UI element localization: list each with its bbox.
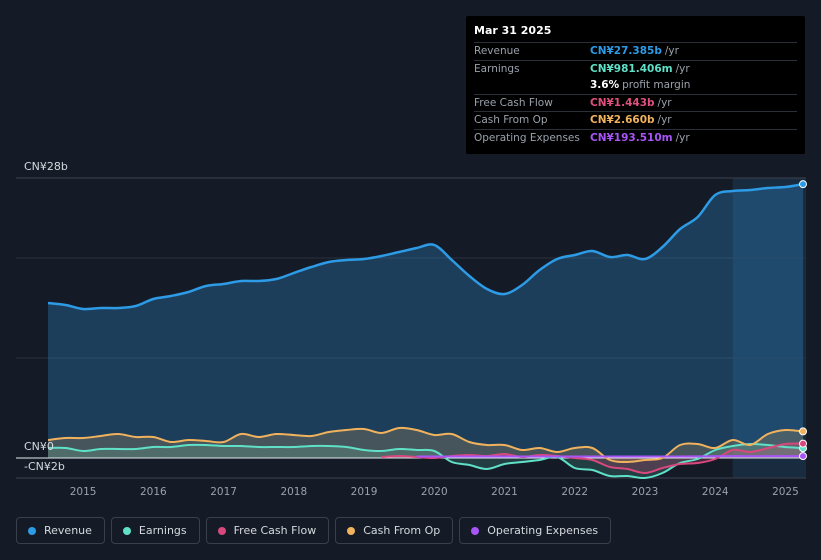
legend-label: Earnings — [138, 524, 187, 537]
y-label-bottom: -CN¥2b — [24, 460, 65, 473]
tooltip-row-value: CN¥981.406m — [590, 62, 673, 75]
tooltip-panel: Mar 31 2025 Revenue CN¥27.385b/yr Earnings… — [466, 16, 805, 154]
x-tick-label: 2021 — [491, 486, 518, 498]
y-label-zero: CN¥0 — [24, 440, 54, 453]
revenue-line — [47, 182, 804, 311]
tooltip-row-value: CN¥27.385b — [590, 45, 662, 58]
legend-dot-icon — [347, 526, 356, 535]
x-tick-label: 2017 — [210, 486, 237, 498]
y-label-top: CN¥28b — [24, 160, 68, 173]
tooltip-row: Cash From Op CN¥2.660b/yr — [474, 111, 797, 129]
tooltip-row-unit: /yr — [657, 114, 672, 127]
legend-label: Cash From Op — [363, 524, 441, 537]
tooltip-row-unit: profit margin — [622, 79, 691, 92]
tooltip-row-value: 3.6% — [590, 79, 620, 92]
legend-item-revenue[interactable]: Revenue — [16, 517, 105, 544]
legend-label: Operating Expenses — [487, 524, 599, 537]
tooltip-row: Operating Expenses CN¥193.510m/yr — [474, 128, 797, 147]
tooltip-row-value: CN¥193.510m — [590, 131, 673, 144]
tooltip-row-unit: /yr — [675, 62, 690, 75]
free-cash-flow-end-point — [799, 439, 807, 448]
revenue-end-point — [799, 180, 807, 189]
x-tick-label: 2020 — [421, 486, 448, 498]
x-tick-label: 2019 — [351, 486, 378, 498]
legend-dot-icon — [471, 526, 480, 535]
tooltip-row: Earnings CN¥981.406m/yr — [474, 59, 797, 78]
x-tick-label: 2023 — [632, 486, 659, 498]
tooltip-row: Revenue CN¥27.385b/yr — [474, 42, 797, 60]
legend-label: Free Cash Flow — [233, 524, 317, 537]
x-tick-label: 2025 — [772, 486, 799, 498]
tooltip-row-label: Cash From Op — [474, 114, 548, 127]
cash-from-op-line — [47, 426, 804, 464]
x-tick-label: 2022 — [561, 486, 588, 498]
tooltip-row-label: Operating Expenses — [474, 131, 580, 144]
operating-expenses-end-point — [799, 452, 807, 461]
tooltip-row-unit: /yr — [657, 96, 672, 109]
tooltip-row-label: Free Cash Flow — [474, 96, 553, 109]
tooltip-row-unit: /yr — [675, 131, 690, 144]
tooltip-date: Mar 31 2025 — [474, 24, 552, 37]
legend: Revenue Earnings Free Cash Flow Cash From O… — [16, 517, 612, 544]
x-tick-label: 2015 — [70, 486, 97, 498]
x-tick-label: 2018 — [280, 486, 307, 498]
tooltip-row-unit: /yr — [664, 45, 679, 58]
tooltip-row-label: Revenue — [474, 45, 520, 58]
legend-item-earnings[interactable]: Earnings — [110, 517, 200, 544]
legend-label: Revenue — [44, 524, 92, 537]
revenue-area — [48, 184, 803, 458]
tooltip-row: Free Cash Flow CN¥1.443b/yr — [474, 93, 797, 112]
cash-from-op-end-point — [799, 427, 807, 436]
tooltip-row: 3.6% profit margin — [474, 77, 797, 94]
legend-item-operating-expenses[interactable]: Operating Expenses — [459, 517, 612, 544]
tooltip-row-value: CN¥1.443b — [590, 96, 655, 109]
x-tick-label: 2024 — [702, 486, 729, 498]
tooltip-row-value: CN¥2.660b — [590, 114, 655, 127]
earnings-area — [48, 443, 803, 479]
legend-dot-icon — [217, 526, 226, 535]
legend-item-free-cash-flow[interactable]: Free Cash Flow — [205, 517, 330, 544]
future-highlight — [732, 178, 806, 478]
legend-item-cash-from-op[interactable]: Cash From Op — [335, 517, 454, 544]
legend-dot-icon — [28, 526, 36, 535]
legend-dot-icon — [122, 526, 131, 535]
x-tick-label: 2016 — [140, 486, 167, 498]
tooltip-row-label: Earnings — [474, 62, 520, 75]
